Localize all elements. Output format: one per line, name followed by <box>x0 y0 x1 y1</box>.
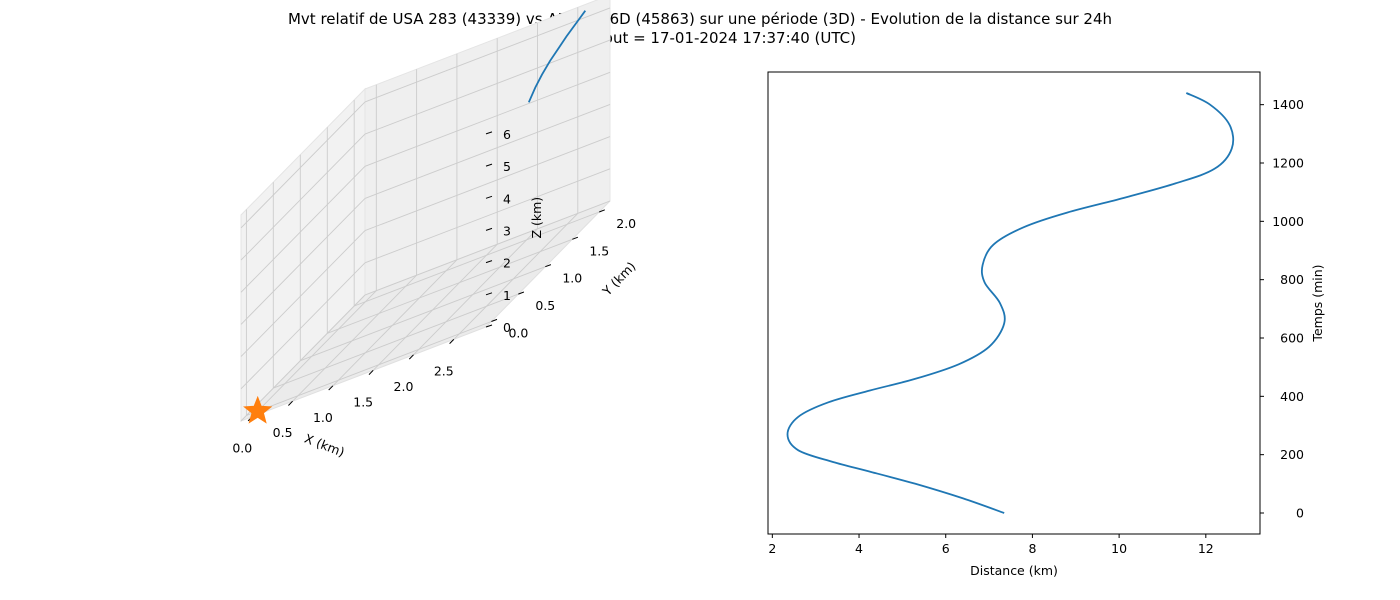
grid-line-z-back <box>364 168 611 264</box>
grid-line-z-back <box>364 71 611 167</box>
y-axis-tick-label: 400 <box>1280 389 1304 404</box>
grid-line-z-left <box>240 133 366 261</box>
z-axis-tick <box>485 227 493 231</box>
y-axis-tick <box>599 209 605 213</box>
grid-line-z-left <box>240 165 366 293</box>
grid-line-x-floor <box>251 290 377 418</box>
grid-line-x-floor <box>453 213 579 340</box>
z-axis-tick-label: 3 <box>503 223 511 238</box>
z-axis-tick <box>485 131 493 135</box>
grid-line-z-back <box>364 136 611 232</box>
x-axis-tick <box>288 400 293 406</box>
x-axis-tick-label: 8 <box>1028 541 1036 556</box>
trajectory-line <box>527 10 587 103</box>
z-axis-tick <box>485 324 493 328</box>
z-axis-tick-label: 5 <box>503 159 511 174</box>
y-axis-tick <box>518 291 525 295</box>
title-line-2: Date début = 17-01-2024 17:37:40 (UTC) <box>544 29 856 47</box>
x-axis-tick-label: 1.0 <box>313 410 333 425</box>
y-axis-tick-label: 1400 <box>1272 97 1304 112</box>
x-axis-tick-label: 10 <box>1111 541 1127 556</box>
title-line-1: Mvt relatif de USA 283 (43339) vs APSTAR… <box>287 10 1113 28</box>
x-axis-tick-label: 0.0 <box>232 441 252 456</box>
x-axis-tick <box>328 385 334 391</box>
grid-line-y-floor <box>300 266 546 362</box>
y-axis-tick-label: 600 <box>1280 331 1304 346</box>
x-axis-tick-label: 6 <box>942 541 950 556</box>
y-axis-tick <box>491 318 498 322</box>
grid-line-z-back <box>364 7 611 103</box>
y-axis-tick-label: 1.5 <box>589 243 609 258</box>
y-axis-tick <box>545 264 552 268</box>
grid-line-z-back <box>364 200 611 296</box>
x-axis-tick-label: 2.0 <box>394 379 414 394</box>
star-marker <box>243 395 273 424</box>
grid-line-z-back <box>364 39 611 135</box>
z-axis-label: Z (km) <box>529 197 544 239</box>
z-axis-tick-label: 6 <box>503 127 511 142</box>
distance-line <box>786 92 1235 514</box>
grid-line-z-left <box>240 198 366 325</box>
grid-line-y-floor <box>273 293 519 389</box>
y-axis-tick-label: 0.5 <box>535 298 555 313</box>
grid-line-x-floor <box>413 228 538 356</box>
x-axis-tick <box>449 339 455 344</box>
y-axis-tick-label: 2.0 <box>616 216 636 231</box>
z-axis-tick-label: 2 <box>503 256 511 271</box>
x-axis-tick <box>368 369 374 375</box>
z-axis-tick <box>485 195 493 199</box>
grid-line-z-left <box>240 294 366 422</box>
x-axis-tick-label: 12 <box>1198 541 1214 556</box>
y-axis-tick-label: 1200 <box>1272 156 1304 171</box>
y-axis-tick-label: 1000 <box>1272 214 1304 229</box>
z-axis-tick-label: 4 <box>503 191 511 206</box>
y-axis-label: Temps (min) <box>1310 264 1325 342</box>
x-axis-tick <box>408 354 414 360</box>
grid-line-z-back <box>364 103 611 199</box>
z-axis-tick <box>485 163 493 167</box>
x-axis-tick-label: 0.5 <box>273 425 293 440</box>
y-axis-tick-label: 0 <box>1296 506 1304 521</box>
grid-line-y-floor <box>246 321 492 416</box>
y-axis-tick-label: 200 <box>1280 447 1304 462</box>
x-axis-tick-label: 2.5 <box>434 363 454 378</box>
grid-line-z-left <box>240 101 366 229</box>
x-axis-tick-label: 2 <box>768 541 776 556</box>
grid-line-x-floor <box>372 243 498 371</box>
plot-frame <box>767 71 1261 535</box>
y-axis-tick <box>572 236 579 240</box>
x-axis-tick-label: 1.5 <box>353 394 373 409</box>
figure-title: Mvt relatif de USA 283 (43339) vs APSTAR… <box>0 10 1400 48</box>
y-axis-tick-label: 0.0 <box>508 326 528 341</box>
chart-3d-trajectory: 0.00.51.01.52.02.5X (km)0.00.51.01.52.0Y… <box>232 0 639 460</box>
grid-line-y-floor <box>354 211 600 307</box>
x-axis-label: Distance (km) <box>970 563 1058 578</box>
z-axis-tick-label: 0 <box>503 320 511 335</box>
y-axis-tick-label: 1.0 <box>562 271 582 286</box>
z-axis-tick <box>485 292 493 296</box>
grid-line-y-floor <box>327 238 573 334</box>
grid-line-z-left <box>240 262 366 390</box>
y-axis-tick-label: 800 <box>1280 272 1304 287</box>
grid-line-x-floor <box>292 274 417 402</box>
x-axis-tick-label: 4 <box>855 541 863 556</box>
grid-line-x-floor <box>332 259 458 387</box>
grid-line-z-left <box>240 230 366 357</box>
z-axis-tick <box>485 260 493 264</box>
z-axis-tick-label: 1 <box>503 288 511 303</box>
